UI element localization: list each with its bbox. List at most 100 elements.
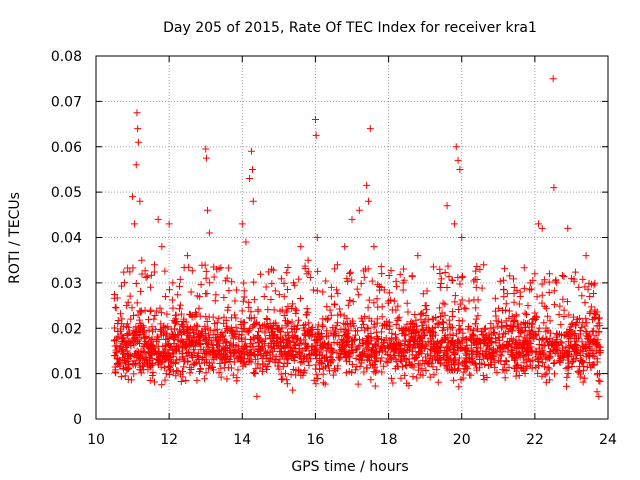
data-point bbox=[331, 367, 339, 375]
data-point bbox=[319, 370, 327, 378]
data-point bbox=[191, 313, 199, 321]
data-point bbox=[137, 287, 145, 295]
data-point bbox=[436, 360, 444, 368]
data-point bbox=[396, 270, 404, 278]
data-point bbox=[433, 320, 441, 328]
data-point bbox=[455, 326, 463, 334]
data-point bbox=[154, 349, 162, 357]
data-point bbox=[447, 323, 455, 331]
data-point bbox=[303, 342, 311, 350]
data-point bbox=[225, 264, 233, 272]
data-point bbox=[180, 357, 188, 365]
data-point bbox=[358, 324, 366, 332]
data-point bbox=[201, 334, 209, 342]
data-point bbox=[399, 279, 407, 287]
data-point bbox=[324, 314, 332, 322]
data-point bbox=[445, 273, 453, 281]
data-point bbox=[394, 302, 402, 310]
data-point bbox=[558, 339, 566, 347]
data-point bbox=[118, 345, 126, 353]
data-point bbox=[130, 341, 138, 349]
data-point bbox=[490, 353, 498, 361]
data-point bbox=[213, 338, 221, 346]
data-point bbox=[364, 265, 372, 273]
data-point bbox=[370, 323, 378, 331]
data-point bbox=[320, 364, 328, 372]
data-point bbox=[419, 357, 427, 365]
data-point bbox=[590, 349, 598, 357]
data-point bbox=[269, 321, 277, 329]
y-tick-label: 0.06 bbox=[51, 140, 82, 156]
data-point bbox=[211, 327, 219, 335]
data-point bbox=[504, 327, 512, 335]
data-point bbox=[280, 312, 288, 320]
data-point bbox=[515, 325, 523, 333]
data-point bbox=[287, 353, 295, 361]
data-point bbox=[312, 351, 320, 359]
data-point bbox=[327, 311, 335, 319]
data-point bbox=[473, 263, 481, 271]
data-point bbox=[134, 125, 142, 133]
data-point bbox=[345, 349, 353, 357]
data-point bbox=[378, 345, 386, 353]
y-tick-label: 0.08 bbox=[51, 49, 82, 65]
data-point bbox=[471, 359, 479, 367]
data-point bbox=[549, 75, 557, 83]
data-point bbox=[373, 367, 381, 375]
data-point bbox=[250, 296, 258, 304]
data-point bbox=[518, 341, 526, 349]
data-point bbox=[149, 368, 157, 376]
data-point bbox=[305, 319, 313, 327]
data-point bbox=[291, 325, 299, 333]
data-point bbox=[140, 329, 148, 337]
data-point bbox=[529, 356, 537, 364]
data-point bbox=[513, 363, 521, 371]
data-point bbox=[125, 361, 133, 369]
data-point bbox=[163, 330, 171, 338]
data-point bbox=[169, 353, 177, 361]
data-point bbox=[319, 322, 327, 330]
data-point bbox=[220, 294, 228, 302]
data-point bbox=[313, 287, 321, 295]
data-point bbox=[147, 283, 155, 291]
data-point bbox=[222, 277, 230, 285]
data-point bbox=[582, 252, 590, 260]
data-point bbox=[352, 354, 360, 362]
data-point bbox=[382, 334, 390, 342]
data-point bbox=[192, 308, 200, 316]
data-point bbox=[126, 292, 134, 300]
data-point bbox=[175, 305, 183, 313]
data-point bbox=[471, 275, 479, 283]
data-point bbox=[446, 330, 454, 338]
data-point bbox=[364, 304, 372, 312]
data-point bbox=[196, 312, 204, 320]
data-point bbox=[216, 333, 224, 341]
data-point bbox=[118, 334, 126, 342]
data-point bbox=[303, 270, 311, 278]
data-point bbox=[288, 300, 296, 308]
data-point bbox=[333, 261, 341, 269]
data-point bbox=[179, 342, 187, 350]
data-point bbox=[414, 360, 422, 368]
data-point bbox=[120, 350, 128, 358]
data-point bbox=[179, 368, 186, 376]
data-point bbox=[127, 315, 135, 323]
data-point bbox=[137, 308, 145, 316]
data-point bbox=[557, 338, 565, 346]
x-axis-label: GPS time / hours bbox=[291, 459, 408, 475]
data-point bbox=[318, 343, 326, 351]
data-point bbox=[458, 296, 466, 304]
data-point bbox=[148, 335, 156, 343]
axis-ticks bbox=[95, 55, 609, 420]
x-tick-labels: 10 12 14 16 18 20 22 24 bbox=[87, 432, 617, 448]
data-point bbox=[591, 306, 599, 314]
data-point bbox=[543, 369, 551, 377]
data-point bbox=[147, 345, 155, 353]
data-point bbox=[580, 343, 588, 351]
data-point bbox=[448, 276, 456, 284]
data-point bbox=[283, 376, 291, 384]
data-point bbox=[521, 369, 529, 377]
data-point bbox=[165, 286, 173, 294]
data-point bbox=[337, 326, 345, 334]
data-point bbox=[114, 317, 122, 325]
